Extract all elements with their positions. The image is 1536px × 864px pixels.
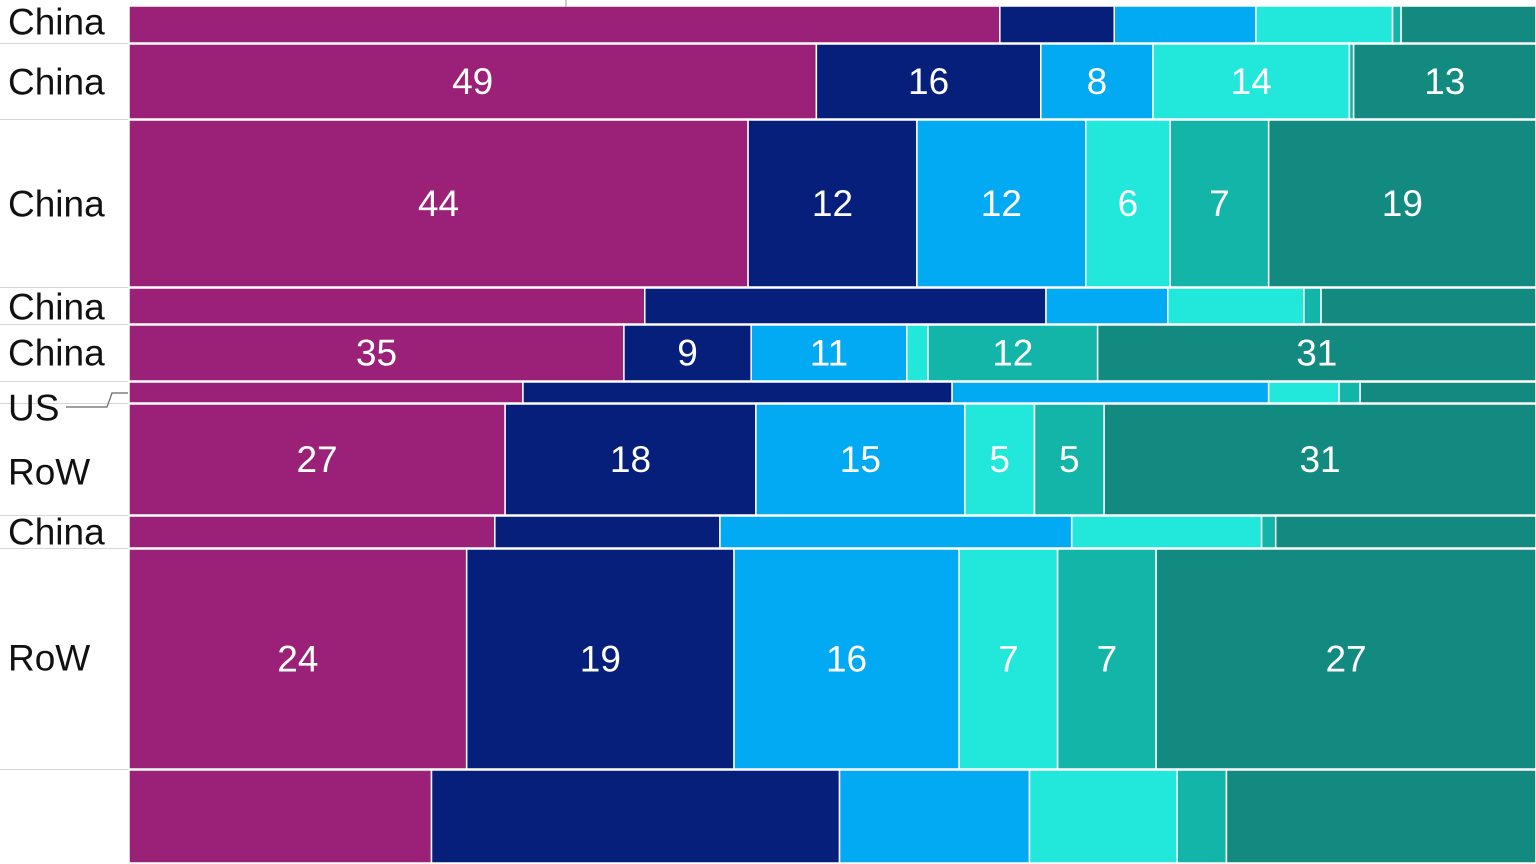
bar-segment-r1-s1 [815,43,1042,120]
row-label: China [8,184,105,225]
segment-value-label: 7 [1097,639,1118,680]
bar-segment-r5-s4 [1338,381,1361,404]
bar-segment-r5-s5 [1359,381,1536,404]
segment-value-label: 19 [1382,183,1423,224]
segment-value-label: 19 [580,639,621,680]
bar-segment-r8-s1 [465,548,735,770]
segment-value-label: 18 [610,439,651,480]
segment-value-label: 11 [810,333,848,374]
segment-value-label: 8 [1087,61,1108,102]
bar-segment-r8-s5 [1155,548,1536,770]
bar-segment-r0-s1 [999,5,1115,44]
row-label: RoW [8,452,90,493]
bar-segment-r1-s3 [1152,43,1351,120]
row-separators [0,43,129,770]
bar-segment-r4-s5 [1096,324,1536,382]
row-labels: China China China China China US RoW China RoW [8,2,105,679]
bar-segment-r3-s2 [1045,287,1169,325]
row-label: China [8,333,105,374]
bar-segment-r2-s5 [1267,119,1536,288]
segment-value-label: 12 [981,183,1022,224]
bar-segment-r3-s3 [1167,287,1305,325]
bar-segment-r3-s4 [1303,287,1322,325]
bar-segment-r8-s0 [128,548,468,770]
row-label: China [8,2,105,43]
bar-segment-r1-s5 [1352,43,1536,120]
bar-segment-r7-s0 [128,515,496,549]
row-label: US [8,388,59,429]
segment-value-label: 27 [1325,639,1366,680]
bar-segment-r7-s1 [494,515,721,549]
bar-segment-r9-s3 [1028,769,1178,864]
bar-segment-r7-s5 [1274,515,1536,549]
segment-value-label: 7 [998,639,1019,680]
bar-segment-r2-s3 [1085,119,1171,288]
segment-value-label: 15 [840,439,881,480]
bar-segment-r6-s5 [1103,403,1536,516]
segment-value-label: 12 [812,183,853,224]
bar-area: 49 16 8 14 13 44 12 12 6 7 19 35 9 11 12 31 27 18 15 5 5 31 24… [128,5,1536,864]
segment-value-label: 49 [452,61,493,102]
bar-segment-r3-s5 [1320,287,1536,325]
bar-segment-r8-s3 [958,548,1059,770]
bar-segment-r8-s4 [1056,548,1157,770]
bar-segment-r5-s1 [522,381,953,404]
segment-value-label: 24 [277,639,318,680]
segment-value-label: 13 [1424,61,1465,102]
bar-segment-r0-s5 [1400,5,1536,44]
bar-segment-r1-s2 [1040,43,1154,120]
segment-value-label: 5 [989,439,1010,480]
bar-segment-r6-s2 [755,403,966,516]
bar-segment-r4-s1 [623,324,752,382]
bar-segment-r2-s2 [916,119,1087,288]
row-label: China [8,62,105,103]
segment-value-label: 5 [1059,439,1080,480]
segment-value-label: 12 [992,333,1033,374]
bar-segment-r5-s0 [128,381,524,404]
bar-segment-r9-s2 [838,769,1031,864]
us-label-leader-line [66,392,128,408]
bar-segment-r6-s1 [504,403,757,516]
segment-value-label: 35 [356,333,397,374]
segment-value-label: 9 [677,333,698,374]
bar-segment-r0-s0 [128,5,1001,44]
bar-segment-r0-s3 [1255,5,1394,44]
bar-segment-r7-s4 [1260,515,1277,549]
segment-value-label: 16 [908,61,949,102]
segment-value-label: 14 [1231,61,1272,102]
bar-segment-r9-s1 [430,769,841,864]
row-label: RoW [8,638,90,679]
bar-segment-r8-s2 [733,548,960,770]
bar-segment-r9-s5 [1225,769,1536,864]
segment-value-label: 7 [1209,183,1230,224]
segment-value-label: 16 [826,639,867,680]
segment-value-label: 44 [418,183,459,224]
bar-segment-r9-s4 [1176,769,1228,864]
bar-segment-r2-s4 [1169,119,1270,288]
bar-segment-r4-s4 [927,324,1099,382]
bar-segment-r9-s0 [128,769,433,864]
segment-value-label: 31 [1299,439,1340,480]
bar-segment-r4-s2 [750,324,908,382]
segment-value-label: 27 [296,439,337,480]
row-label: China [8,512,105,553]
bar-segment-r5-s3 [1267,381,1340,404]
segment-value-label: 6 [1118,183,1139,224]
bar-segment-r0-s4 [1391,5,1402,44]
bar-segment-r6-s0 [128,403,506,516]
bar-segment-r2-s0 [128,119,749,288]
bar-segment-r3-s0 [128,287,646,325]
bar-segment-r4-s3 [905,324,929,382]
bar-segment-r5-s2 [951,381,1270,404]
row-label: China [8,287,105,328]
bar-segment-r7-s2 [719,515,1073,549]
bar-segment-r2-s1 [747,119,918,288]
bar-segment-r6-s4 [1033,403,1105,516]
bar-segment-r0-s2 [1113,5,1257,44]
bar-segment-r4-s0 [128,324,625,382]
bar-segment-r7-s3 [1070,515,1263,549]
bar-segment-r3-s1 [644,287,1047,325]
segment-value-label: 31 [1296,333,1337,374]
